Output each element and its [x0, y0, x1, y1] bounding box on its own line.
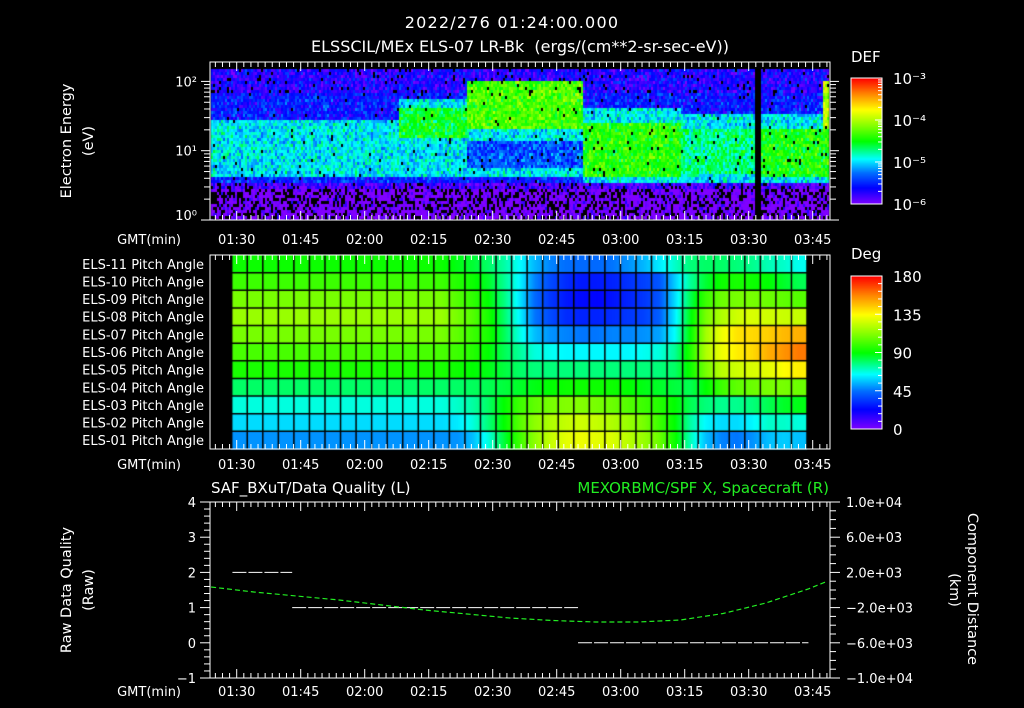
def-colorbar-label: 10⁻⁶ [893, 196, 926, 214]
def-colorbar [850, 77, 883, 205]
time-tick-label: 02:00 [346, 685, 383, 700]
time-tick-label: 03:45 [794, 685, 831, 700]
energy-tick-label: 10⁰ [175, 209, 197, 224]
time-tick-label: 02:15 [410, 233, 447, 248]
time-tick-label: 02:15 [410, 685, 447, 700]
time-tick-label: 03:45 [794, 458, 831, 473]
data-quality-title: SAF_BXuT/Data Quality (L) [211, 479, 411, 498]
pitch-row-label: ELS-07 Pitch Angle [82, 328, 204, 343]
time-tick-label: 02:00 [346, 233, 383, 248]
right-y-tick-label: −6.0e+03 [846, 637, 913, 652]
left-y-tick-label: 0 [188, 637, 196, 652]
energy-axis-units: (eV) [81, 126, 97, 156]
energy-tick-label: 10² [175, 75, 197, 90]
axes-layer: 10² 10¹ 10⁰ 10⁻³ 10⁻⁴ 10⁻⁵ 10⁻⁶ ELS-11 Pitch An… [82, 61, 926, 700]
deg-colorbar-label: 180 [893, 268, 922, 286]
pitch-row-label: ELS-06 Pitch Angle [82, 346, 204, 361]
left-y-tick-label: −1 [177, 672, 196, 687]
time-tick-label: 01:30 [218, 233, 255, 248]
def-colorbar-label: 10⁻⁵ [893, 154, 926, 172]
time-tick-label: 02:30 [474, 233, 511, 248]
time-tick-label: 01:30 [218, 685, 255, 700]
panel-2-frame [209, 254, 831, 450]
pitch-row-label: ELS-10 Pitch Angle [82, 275, 204, 290]
right-y-tick-label: 1.0e+04 [846, 496, 902, 511]
data-quality-axis-title: Raw Data Quality [59, 527, 75, 654]
left-y-tick-label: 4 [188, 496, 196, 511]
time-tick-label: 01:45 [282, 233, 319, 248]
pitch-row-label: ELS-11 Pitch Angle [82, 258, 204, 273]
time-tick-label: 03:15 [666, 458, 703, 473]
time-tick-label: 03:00 [602, 233, 639, 248]
time-tick-label: 03:00 [602, 685, 639, 700]
time-tick-label: 03:30 [730, 458, 767, 473]
deg-colorbar-label: 0 [893, 421, 903, 439]
panel-3-frame [209, 501, 831, 679]
time-tick-label: 02:30 [474, 685, 511, 700]
gmt-axis-label: GMT(min) [117, 458, 181, 473]
time-tick-label: 01:45 [282, 458, 319, 473]
time-tick-label: 03:15 [666, 685, 703, 700]
pitch-row-label: ELS-01 Pitch Angle [82, 434, 204, 449]
time-tick-label: 03:30 [730, 233, 767, 248]
def-colorbar-title: DEF [851, 48, 881, 66]
time-tick-label: 01:45 [282, 685, 319, 700]
spacecraft-x-title: MEXORBMC/SPF X, Spacecraft (R) [577, 479, 829, 497]
time-tick-label: 02:45 [538, 233, 575, 248]
def-colorbar-label: 10⁻³ [893, 70, 926, 88]
time-tick-label: 02:30 [474, 458, 511, 473]
data-quality-axis-units: (Raw) [81, 569, 97, 611]
left-y-tick-label: 3 [188, 531, 196, 546]
right-y-tick-label: 6.0e+03 [846, 531, 902, 546]
pitch-row-label: ELS-02 Pitch Angle [82, 417, 204, 432]
panel-1-frame [209, 61, 831, 221]
spacecraft-x-line [211, 581, 826, 623]
right-y-tick-label: 2.0e+03 [846, 566, 902, 581]
time-tick-label: 03:30 [730, 685, 767, 700]
pitch-row-label: ELS-08 Pitch Angle [82, 311, 204, 326]
pitch-row-label: ELS-03 Pitch Angle [82, 399, 204, 414]
right-y-tick-label: −2.0e+03 [846, 602, 913, 617]
time-tick-label: 03:15 [666, 233, 703, 248]
energy-tick-label: 10¹ [175, 145, 197, 160]
component-distance-axis-units: (km) [946, 573, 962, 607]
def-colorbar-label: 10⁻⁴ [893, 112, 926, 130]
pitch-row-label: ELS-04 Pitch Angle [82, 381, 204, 396]
time-tick-label: 02:15 [410, 458, 447, 473]
deg-colorbar-label: 90 [893, 345, 912, 363]
component-distance-axis-title: Component Distance [964, 513, 980, 665]
deg-colorbar-label: 45 [893, 383, 912, 401]
plot-timestamp: 2022/276 01:24:00.000 [405, 13, 619, 32]
deg-colorbar-title: Deg [851, 245, 881, 263]
deg-colorbar-label: 135 [893, 306, 922, 324]
time-tick-label: 02:00 [346, 458, 383, 473]
time-tick-label: 03:00 [602, 458, 639, 473]
right-y-tick-label: −1.0e+04 [846, 672, 913, 687]
gmt-axis-label: GMT(min) [117, 685, 181, 700]
left-y-tick-label: 2 [188, 566, 196, 581]
time-tick-label: 02:45 [538, 458, 575, 473]
spectrogram-title: ELSSCIL/MEx ELS-07 LR-Bk (ergs/(cm**2-sr… [311, 37, 729, 56]
left-y-tick-label: 1 [188, 602, 196, 617]
time-tick-label: 03:45 [794, 233, 831, 248]
energy-axis-title: Electron Energy [59, 83, 75, 198]
pitch-row-label: ELS-09 Pitch Angle [82, 293, 204, 308]
gmt-axis-label: GMT(min) [117, 233, 181, 248]
time-tick-label: 01:30 [218, 458, 255, 473]
pitch-row-label: ELS-05 Pitch Angle [82, 364, 204, 379]
time-tick-label: 02:45 [538, 685, 575, 700]
